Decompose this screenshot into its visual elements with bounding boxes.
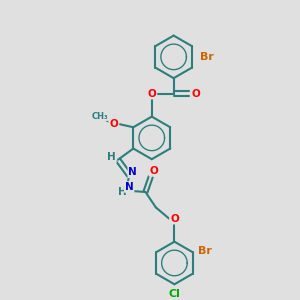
Text: O: O — [147, 88, 156, 98]
Text: O: O — [170, 214, 179, 224]
Text: O: O — [191, 88, 200, 98]
Text: Cl: Cl — [169, 289, 180, 299]
Text: H: H — [107, 152, 116, 162]
Text: Br: Br — [200, 52, 214, 62]
Text: N: N — [125, 182, 134, 192]
Text: Br: Br — [198, 246, 212, 256]
Text: O: O — [149, 166, 158, 176]
Text: H: H — [118, 187, 127, 197]
Text: N: N — [128, 167, 137, 177]
Text: O: O — [109, 119, 118, 129]
Text: CH₃: CH₃ — [92, 112, 108, 121]
